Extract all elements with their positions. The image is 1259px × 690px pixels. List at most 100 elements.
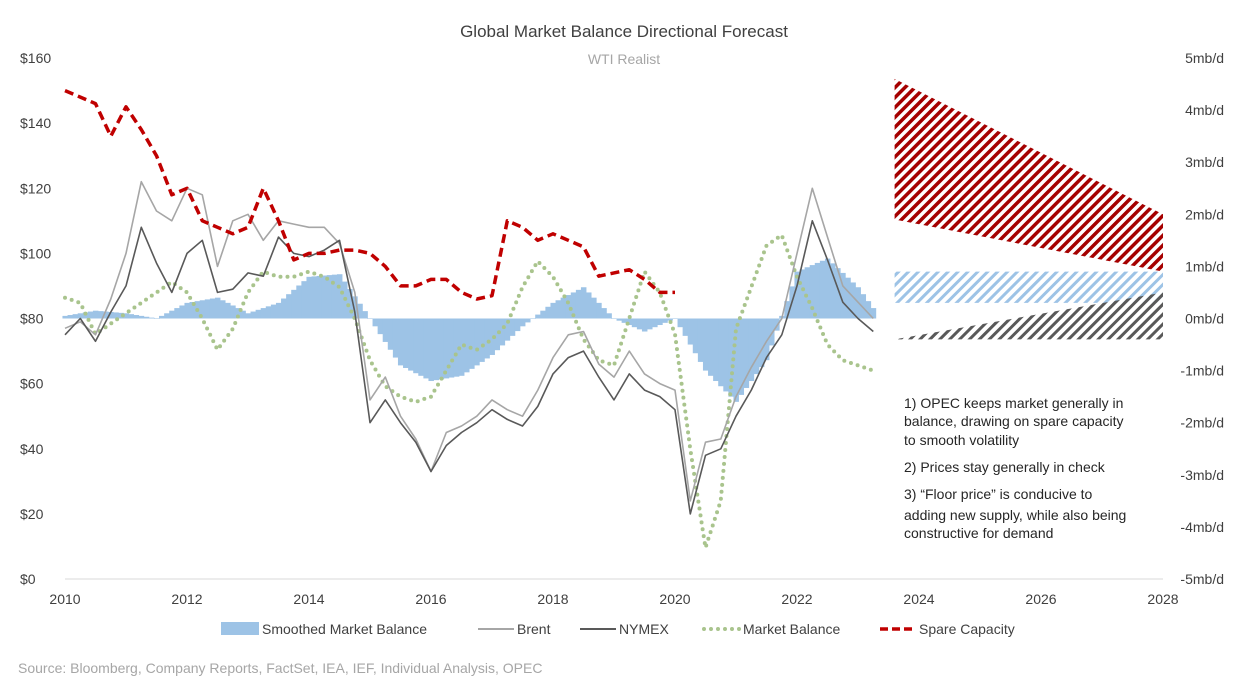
smoothed-balance-bar — [519, 318, 526, 327]
smoothed-balance-bar — [87, 311, 94, 319]
y-right-tick-label: 5mb/d — [1185, 50, 1224, 66]
smoothed-balance-bar — [250, 311, 257, 319]
smoothed-balance-bar — [545, 306, 551, 319]
smoothed-balance-bar — [62, 315, 68, 319]
smoothed-balance-bar — [697, 318, 704, 362]
smoothed-balance-bar — [403, 318, 409, 368]
smoothed-balance-bar — [169, 310, 175, 319]
x-tick-label: 2012 — [171, 591, 202, 607]
smoothed-balance-bar — [743, 318, 750, 388]
annotation-line: balance, drawing on spare capacity — [904, 413, 1123, 429]
smoothed-balance-bar — [377, 318, 384, 335]
smoothed-balance-bar — [794, 271, 800, 319]
smoothed-balance-bar — [641, 318, 648, 332]
smoothed-balance-bar — [565, 295, 572, 319]
smoothed-balance-bar — [245, 313, 251, 319]
legend-label-smoothed: Smoothed Market Balance — [262, 621, 427, 637]
y-left-tick-label: $20 — [20, 506, 44, 522]
series-line-brent — [64, 180, 874, 502]
smoothed-balance-bar — [281, 298, 287, 319]
series-lines — [63, 88, 876, 550]
annotation-line: constructive for demand — [904, 525, 1053, 541]
x-tick-label: 2026 — [1025, 591, 1056, 607]
legend-label-nymex: NYMEX — [619, 621, 669, 637]
smoothed-balance-bar — [677, 318, 684, 328]
smoothed-balance-bar — [413, 318, 419, 374]
smoothed-balance-bar — [804, 267, 811, 319]
smoothed-balance-bar — [382, 318, 389, 342]
smoothed-balance-bar — [682, 318, 689, 336]
smoothed-balance-bar — [326, 275, 333, 319]
smoothed-balance-bar — [433, 318, 440, 381]
smoothed-balance-bar — [586, 292, 592, 319]
smoothed-balance-bar — [560, 297, 567, 319]
forecast-band-hatch_gray — [894, 292, 1163, 340]
smoothed-balance-bar — [204, 299, 211, 319]
smoothed-balance-bar — [189, 302, 196, 319]
smoothed-balance-bar — [291, 289, 297, 319]
y-right-tick-label: 4mb/d — [1185, 102, 1224, 118]
smoothed-balance-bar — [784, 301, 790, 319]
smoothed-balance-bar — [316, 275, 323, 319]
smoothed-balance-bar — [321, 275, 328, 319]
y-left-tick-label: $40 — [20, 441, 44, 457]
x-tick-label: 2028 — [1147, 591, 1178, 607]
smoothed-balance-bar — [240, 310, 246, 319]
smoothed-balance-bar — [728, 318, 734, 397]
y-left-tick-label: $160 — [20, 50, 51, 66]
smoothed-balance-bar — [530, 318, 536, 319]
smoothed-balance-bar — [306, 276, 312, 319]
smoothed-balance-bar — [835, 268, 841, 319]
smoothed-balance-bar — [138, 315, 145, 319]
smoothed-balance-bar — [311, 276, 318, 319]
smoothed-balance-bar — [418, 318, 424, 376]
smoothed-balance-bar — [540, 310, 546, 319]
smoothed-balance-bar — [763, 318, 770, 361]
y-left-tick-label: $120 — [20, 180, 51, 196]
smoothed-balance-bar — [174, 308, 180, 319]
smoothed-balance-bar — [484, 318, 490, 359]
smoothed-balance-bar — [164, 313, 170, 319]
smoothed-balance-bar — [713, 318, 719, 382]
smoothed-balance-bar — [352, 296, 358, 319]
x-tick-label: 2010 — [49, 591, 80, 607]
smoothed-balance-bar — [611, 318, 617, 319]
smoothed-balance-bar — [652, 318, 658, 328]
smoothed-balance-bar — [128, 314, 135, 319]
smoothed-balance-bar — [535, 314, 541, 319]
smoothed-balance-bar — [179, 305, 185, 319]
smoothed-balance-bar — [601, 308, 607, 319]
smoothed-balance-bar — [840, 272, 846, 319]
smoothed-balance-bar — [672, 318, 678, 319]
y-right-tick-label: -2mb/d — [1180, 415, 1224, 431]
smoothed-balance-bar — [448, 318, 455, 378]
smoothed-balance-bar — [479, 318, 485, 362]
smoothed-balance-bar — [453, 318, 460, 377]
y-left-axis: $0 $20 $40 $60 $80 $100 $120 $140 $160 — [20, 50, 51, 587]
legend-label-market-balance: Market Balance — [743, 621, 840, 637]
annotation-line: 2) Prices stay generally in check — [904, 459, 1106, 475]
smoothed-balance-bar — [509, 318, 516, 336]
series-line-nymex — [64, 220, 874, 515]
smoothed-balance-bar — [98, 311, 104, 319]
smoothed-balance-bar — [286, 294, 292, 319]
smoothed-balance-bar — [718, 318, 724, 387]
smoothed-balance-bar — [214, 297, 221, 319]
smoothed-balance-bar — [692, 318, 699, 354]
series-line-spare-capacity — [64, 88, 675, 301]
chart-subtitle: WTI Realist — [588, 51, 660, 67]
y-right-tick-label: -5mb/d — [1180, 571, 1224, 587]
forecast-band-hatch_blue — [894, 271, 1163, 303]
smoothed-balance-bar — [814, 262, 821, 319]
smoothed-balance-bar — [148, 317, 155, 319]
smoothed-balance-bar — [738, 318, 745, 395]
smoothed-balance-bar — [850, 282, 856, 319]
smoothed-balance-bar — [220, 300, 226, 319]
x-tick-label: 2024 — [903, 591, 934, 607]
smoothed-balance-bar — [113, 312, 119, 319]
smoothed-balance-bar — [77, 313, 84, 319]
smoothed-balance-bars — [62, 258, 877, 402]
x-tick-label: 2016 — [415, 591, 446, 607]
smoothed-balance-bar — [514, 318, 521, 332]
smoothed-balance-bar — [799, 269, 806, 319]
